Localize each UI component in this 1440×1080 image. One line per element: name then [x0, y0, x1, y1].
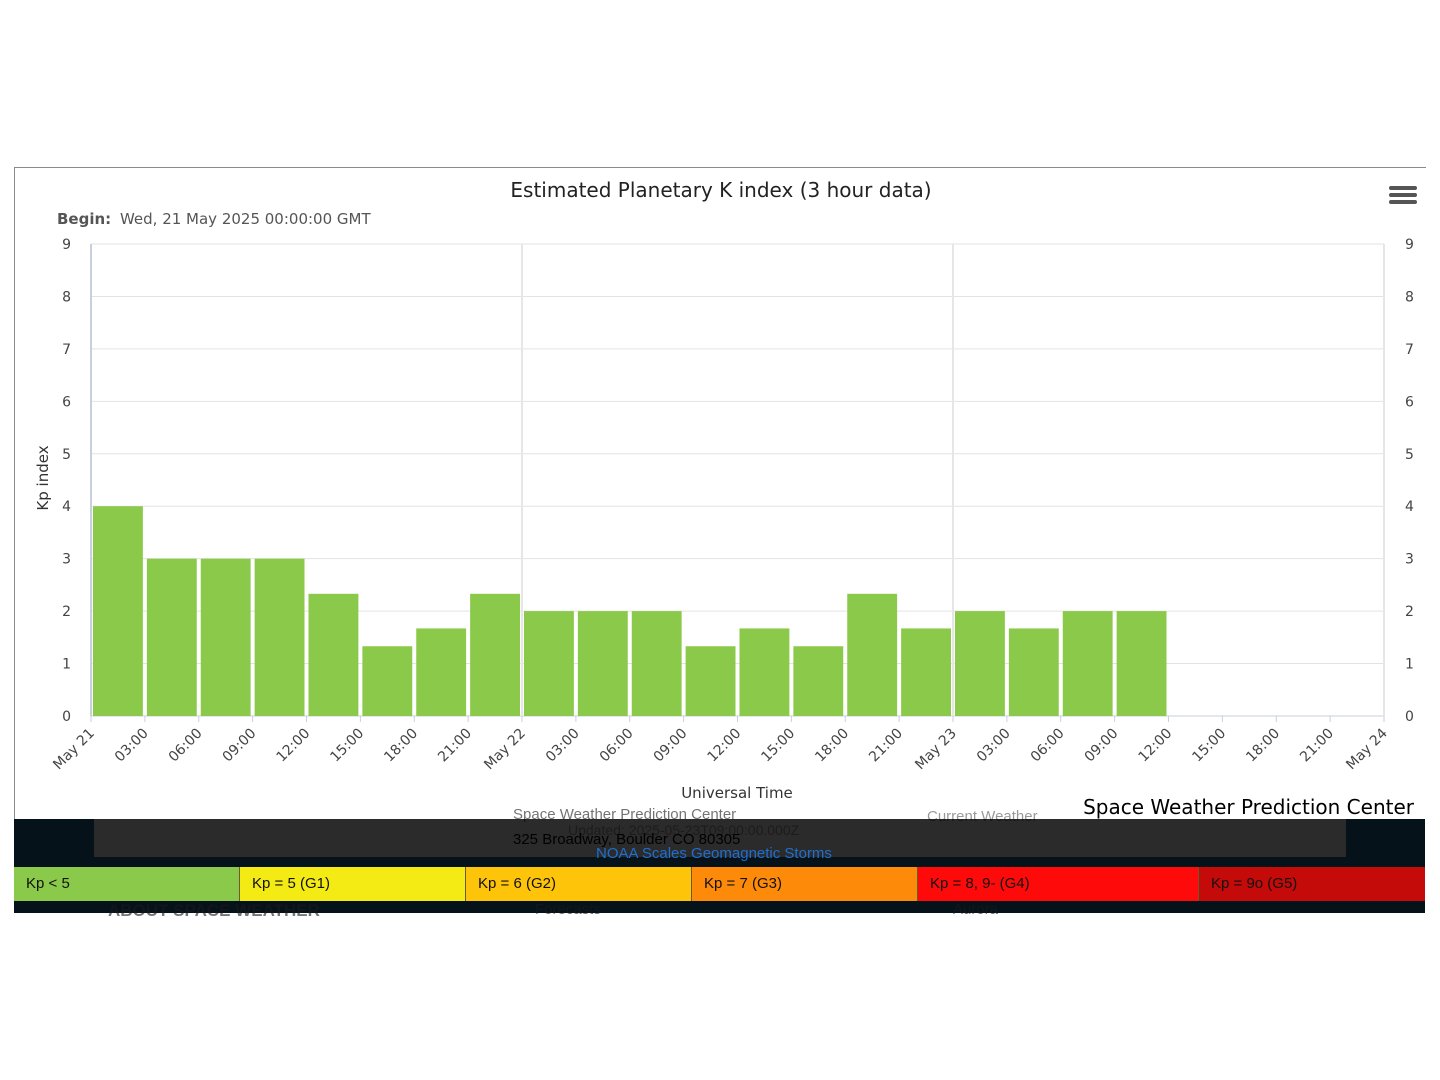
kp-bar[interactable]: [901, 628, 951, 716]
y-tick-label-right: 4: [1405, 499, 1414, 515]
kp-bar[interactable]: [1062, 611, 1113, 716]
kp-bar[interactable]: [416, 628, 467, 716]
y-tick-label-right: 7: [1405, 342, 1414, 358]
y-tick-label-right: 5: [1405, 447, 1414, 463]
kp-bar[interactable]: [739, 628, 790, 716]
y-tick-label: 7: [62, 342, 71, 358]
y-tick-label-right: 8: [1405, 289, 1414, 305]
footer-panel: [94, 819, 1346, 857]
kp-bar[interactable]: [847, 593, 898, 716]
kp-bar[interactable]: [470, 593, 520, 716]
x-tick-label: May 22: [481, 726, 529, 774]
x-tick-label: 15:00: [327, 726, 367, 766]
footer-address: 325 Broadway, Boulder CO 80305: [513, 831, 741, 848]
x-tick-label: 12:00: [273, 726, 313, 766]
kp-bar[interactable]: [254, 558, 305, 716]
x-tick-label: 09:00: [651, 726, 691, 766]
y-tick-label-right: 6: [1405, 394, 1414, 410]
scale-cell: Kp = 9o (G5): [1199, 867, 1425, 901]
chart-credit[interactable]: Space Weather Prediction Center: [1083, 795, 1414, 819]
y-axis-title: Kp index: [34, 445, 52, 510]
y-tick-label: 8: [62, 289, 71, 305]
x-tick-label: 21:00: [866, 726, 906, 766]
x-tick-label: May 23: [912, 726, 960, 774]
scale-cell: Kp = 8, 9- (G4): [918, 867, 1199, 901]
kp-bar[interactable]: [200, 558, 251, 716]
kp-bar[interactable]: [685, 646, 736, 716]
chart-menu-icon[interactable]: [1389, 186, 1417, 208]
y-tick-label: 9: [62, 237, 71, 253]
x-tick-label: 15:00: [1189, 726, 1229, 766]
kp-scale-legend: Kp < 5 Kp = 5 (G1) Kp = 6 (G2) Kp = 7 (G3) K…: [14, 867, 1425, 901]
scale-cell: Kp = 6 (G2): [466, 867, 692, 901]
y-tick-label-right: 0: [1405, 709, 1414, 725]
x-tick-label: 21:00: [1297, 726, 1337, 766]
x-tick-label: 15:00: [758, 726, 798, 766]
footer-current-weather: Current Weather: [927, 808, 1038, 825]
x-axis-title: Universal Time: [681, 784, 793, 802]
kp-bar[interactable]: [93, 506, 143, 716]
x-tick-label: 21:00: [435, 726, 475, 766]
y-tick-label: 0: [62, 709, 71, 725]
x-tick-label: 12:00: [1135, 726, 1175, 766]
kp-bar-chart: Estimated Planetary K index (3 hour data…: [34, 178, 1414, 802]
y-tick-label: 4: [62, 499, 71, 515]
nav-aurora[interactable]: Aurora: [953, 901, 999, 918]
y-tick-label: 1: [62, 657, 71, 673]
noaa-scales-link[interactable]: NOAA Scales Geomagnetic Storms: [596, 845, 832, 862]
kp-bar[interactable]: [793, 646, 844, 716]
nav-forecasts[interactable]: Forecasts: [535, 901, 601, 918]
chart-subtitle: Begin: Wed, 21 May 2025 00:00:00 GMT: [57, 210, 371, 228]
y-tick-label-right: 1: [1405, 657, 1414, 673]
y-tick-label-right: 9: [1405, 237, 1414, 253]
kp-bar[interactable]: [1116, 611, 1167, 716]
x-tick-label: 18:00: [812, 726, 852, 766]
x-tick-label: May 24: [1343, 725, 1391, 773]
x-tick-label: 09:00: [220, 726, 260, 766]
subtitle-value: Wed, 21 May 2025 00:00:00 GMT: [120, 210, 372, 228]
scale-cell: Kp < 5: [14, 867, 240, 901]
y-tick-label: 3: [62, 552, 71, 568]
kp-bar[interactable]: [146, 558, 197, 716]
y-tick-label-right: 2: [1405, 604, 1414, 620]
scale-cell: Kp = 7 (G3): [692, 867, 918, 901]
kp-bar[interactable]: [362, 646, 413, 716]
y-tick-label-right: 3: [1405, 552, 1414, 568]
footer-updated: Updated: 2025-05-23T09:00:00.000Z: [568, 822, 800, 838]
x-tick-label: 06:00: [597, 726, 637, 766]
y-tick-label: 2: [62, 604, 71, 620]
kp-bar[interactable]: [631, 611, 682, 716]
x-tick-label: 09:00: [1082, 726, 1122, 766]
x-tick-label: 03:00: [112, 726, 152, 766]
footer-org-name: Space Weather Prediction Center: [513, 806, 737, 823]
subtitle-label: Begin:: [57, 210, 111, 228]
kp-bar[interactable]: [524, 611, 574, 716]
x-tick-label: 06:00: [1028, 726, 1068, 766]
x-tick-label: 03:00: [974, 726, 1014, 766]
x-tick-label: 18:00: [1243, 726, 1283, 766]
y-tick-label: 5: [62, 447, 71, 463]
kp-bar[interactable]: [1008, 628, 1059, 716]
chart-container: Estimated Planetary K index (3 hour data…: [14, 167, 1426, 820]
kp-bar[interactable]: [308, 593, 359, 716]
nav-about-space-weather[interactable]: ABOUT SPACE WEATHER: [108, 901, 320, 920]
x-tick-label: 03:00: [543, 726, 583, 766]
x-tick-label: 18:00: [381, 726, 421, 766]
x-tick-label: 06:00: [166, 726, 206, 766]
kp-bar[interactable]: [577, 611, 628, 716]
x-tick-label: May 21: [50, 726, 98, 774]
y-tick-label: 6: [62, 394, 71, 410]
kp-bar[interactable]: [955, 611, 1005, 716]
scale-cell: Kp = 5 (G1): [240, 867, 466, 901]
chart-title: Estimated Planetary K index (3 hour data…: [510, 178, 931, 202]
x-tick-label: 12:00: [704, 726, 744, 766]
